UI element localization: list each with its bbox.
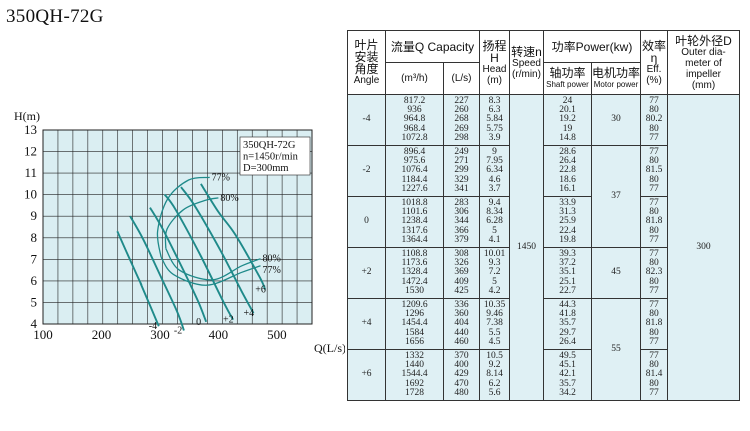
- shaft-power-cell: 33.9 31.3 25.9 22.4 19.8: [543, 196, 592, 248]
- header-impeller: 叶轮外径D Outer dia- meter of impeller (mm): [667, 30, 740, 95]
- curve-angle-+6: [200, 183, 267, 290]
- speed-cell: 1450: [509, 94, 544, 401]
- header-motor-power: 电机功率 Motor power: [591, 62, 641, 95]
- info-box: [239, 136, 311, 176]
- efficiency-cell: 77 80 81.4 80 77: [640, 349, 668, 401]
- capacity-ls-cell: 249 271 299 329 341: [443, 145, 480, 197]
- efficiency-label: 80%: [220, 193, 238, 204]
- header-head: 扬程H Head (m): [479, 30, 510, 95]
- capacity-ls-cell: 370 400 429 470 480: [443, 349, 480, 401]
- performance-chart: 77%80%80%77% -4 -20 +2+4+6 456789101112131…: [14, 109, 345, 355]
- x-tick-label: 400: [209, 327, 229, 342]
- efficiency-label: 77%: [263, 265, 281, 276]
- shaft-power-cell: 49.5 45.1 42.1 35.7 34.2: [543, 349, 592, 401]
- efficiency-label: 77%: [212, 172, 230, 183]
- curve-label-+4: +4: [244, 308, 255, 319]
- y-tick-label: 5: [31, 294, 38, 309]
- table-row: -2 896.4 975.6 1076.4 1184.4 1227.6 249 271 299 3…: [347, 145, 740, 248]
- efficiency-cell: 77 80 82.3 80 77: [640, 247, 668, 299]
- shaft-power-cell: 44.3 41.8 35.7 29.7 26.4: [543, 298, 592, 350]
- x-tick-label: 200: [92, 327, 112, 342]
- motor-power-cell: 55: [591, 298, 641, 401]
- shaft-power-cell: 28.6 26.4 22.8 18.6 16.1: [543, 145, 592, 197]
- y-tick-label: 10: [24, 187, 37, 202]
- y-tick-label: 8: [31, 230, 38, 245]
- efficiency-cell: 77 80 81.8 80 77: [640, 298, 668, 350]
- motor-power-cell: 37: [591, 145, 641, 248]
- angle-cell: -4: [347, 94, 386, 146]
- info-box-line: n=1450r/min: [243, 152, 299, 163]
- head-cell: 10.5 9.2 8.14 6.2 5.6: [479, 349, 510, 401]
- head-cell: 9 7.95 6.34 4.6 3.7: [479, 145, 510, 197]
- efficiency-label: 80%: [263, 254, 281, 265]
- angle-cell: -2: [347, 145, 386, 197]
- capacity-ls-cell: 283 306 344 366 379: [443, 196, 480, 248]
- efficiency-cell: 77 80 80.2 80 77: [640, 94, 668, 146]
- motor-power-cell: 45: [591, 247, 641, 299]
- info-box-line: 350QH-72G: [243, 140, 296, 151]
- header-capacity-ls: (L/s): [443, 62, 480, 95]
- x-tick-label: 300: [150, 327, 170, 342]
- capacity-ls-cell: 227 260 268 269 298: [443, 94, 480, 146]
- curve-angle--2: [129, 215, 185, 331]
- impeller-cell: 300: [667, 94, 740, 401]
- shaft-power-cell: 39.3 37.2 35.1 25.1 22.7: [543, 247, 592, 299]
- head-cell: 9.4 8.34 6.28 5 4.1: [479, 196, 510, 248]
- angle-cell: 0: [347, 196, 386, 248]
- y-tick-label: 7: [31, 251, 38, 266]
- capacity-ls-cell: 308 326 369 409 425: [443, 247, 480, 299]
- y-tick-label: 11: [24, 165, 37, 180]
- y-tick-label: 12: [24, 144, 37, 159]
- head-cell: 10.01 9.3 7.2 5 4.2: [479, 247, 510, 299]
- spec-table: 叶片 安装 角度 Angle 流量Q Capacity 扬程H Head (m)…: [347, 30, 740, 401]
- y-tick-label: 4: [31, 316, 38, 331]
- y-tick-label: 13: [24, 122, 37, 137]
- table-row: -4 817.2 936 964.8 968.4 1072.8 227 260 268 269 29…: [347, 94, 740, 401]
- table-row: +4 1209.6 1296 1454.4 1584 1656 336 360 404 440 46…: [347, 298, 740, 401]
- header-speed: 转速n Speed (r/min): [509, 30, 544, 95]
- y-tick-label: 6: [31, 273, 38, 288]
- curve-label-+2: +2: [223, 315, 234, 326]
- curve-angle--4: [116, 230, 160, 327]
- capacity-m3h-cell: 817.2 936 964.8 968.4 1072.8: [385, 94, 444, 146]
- angle-cell: +4: [347, 298, 386, 350]
- efficiency-cell: 77 80 81.8 80 77: [640, 196, 668, 248]
- header-efficiency: 效率η Eff. (%): [640, 30, 668, 95]
- x-tick-label: 500: [267, 327, 287, 342]
- capacity-m3h-cell: 1209.6 1296 1454.4 1584 1656: [385, 298, 444, 350]
- x-tick-label: 100: [33, 327, 53, 342]
- head-cell: 8.3 6.3 5.84 5.75 3.9: [479, 94, 510, 146]
- x-axis-label: Q(L/s): [314, 341, 345, 355]
- curve-label-+6: +6: [255, 285, 266, 296]
- motor-power-cell: 30: [591, 94, 641, 146]
- y-tick-label: 9: [31, 208, 38, 223]
- curve-label-0: 0: [196, 317, 201, 328]
- shaft-power-cell: 24 20.1 19.2 19 14.8: [543, 94, 592, 146]
- efficiency-cell: 77 80 81.5 80 77: [640, 145, 668, 197]
- page-title: 350QH-72G: [6, 6, 104, 27]
- header-angle: 叶片 安装 角度 Angle: [347, 30, 386, 95]
- curve-angle-+4: [180, 186, 255, 314]
- capacity-ls-cell: 336 360 404 440 460: [443, 298, 480, 350]
- curve-label--2: -2: [174, 325, 182, 336]
- info-box-line: D=300mm: [243, 163, 289, 174]
- efficiency-contour: [160, 256, 261, 286]
- table-row: 0 1018.8 1101.6 1238.4 1317.6 1364.4 283 306 344…: [347, 196, 740, 248]
- curve-angle-0: [149, 207, 208, 323]
- header-power: 功率Power(kw): [543, 30, 641, 63]
- header-shaft-power: 轴功率 Shaft power: [543, 62, 592, 95]
- head-cell: 10.35 9.46 7.38 5.5 4.5: [479, 298, 510, 350]
- header-capacity-m3h: (m³/h): [385, 62, 444, 95]
- y-axis-label: H(m): [14, 109, 40, 123]
- table-row: +6 1332 1440 1544.4 1692 1728 370 400 429 470 480 1…: [347, 349, 740, 401]
- capacity-m3h-cell: 1108.8 1173.6 1328.4 1472.4 1530: [385, 247, 444, 299]
- curve-angle-+2: [163, 193, 234, 321]
- angle-cell: +6: [347, 349, 386, 401]
- capacity-m3h-cell: 896.4 975.6 1076.4 1184.4 1227.6: [385, 145, 444, 197]
- angle-cell: +2: [347, 247, 386, 299]
- capacity-m3h-cell: 1332 1440 1544.4 1692 1728: [385, 349, 444, 401]
- curve-label--4: -4: [149, 321, 157, 332]
- header-capacity: 流量Q Capacity: [385, 30, 480, 63]
- capacity-m3h-cell: 1018.8 1101.6 1238.4 1317.6 1364.4: [385, 196, 444, 248]
